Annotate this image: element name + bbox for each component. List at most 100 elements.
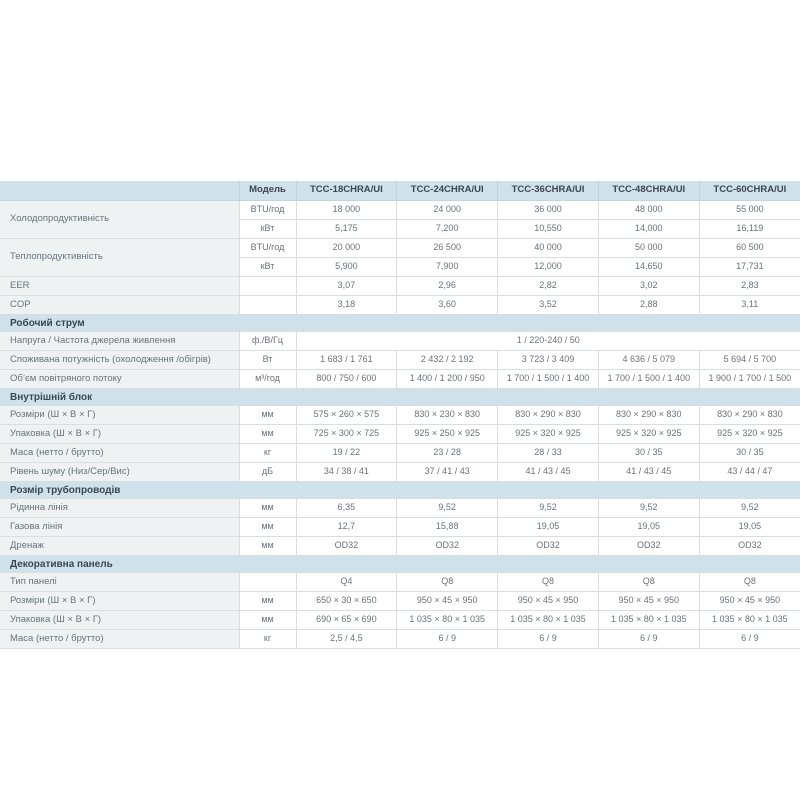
row-value: 30 / 35 — [698, 443, 800, 463]
spec-row: Теплопродуктивність BTU/год 20 000 26 500 40… — [0, 238, 800, 277]
row-value: 41 / 43 / 45 — [497, 462, 599, 482]
row-value: 41 / 43 / 45 — [597, 462, 700, 482]
row-label: COP — [0, 295, 240, 315]
column-header-model-4: TCC-60CHRA/UI — [698, 181, 800, 201]
row-unit: кг — [238, 629, 297, 649]
row-value: OD32 — [295, 536, 398, 556]
row-value: 575 × 260 × 575 — [295, 405, 398, 425]
row-value: 30 / 35 — [597, 443, 700, 463]
row-value: OD32 — [597, 536, 700, 556]
row-label: EER — [0, 276, 240, 296]
section-label: Декоративна панель — [0, 555, 800, 573]
row-value: 1 683 / 1 761 — [295, 350, 398, 370]
row-value: 6,35 — [295, 498, 398, 518]
row-value: 1 035 × 80 × 1 035 — [497, 610, 599, 630]
row-value: 1 035 × 80 × 1 035 — [698, 610, 800, 630]
row-unit: Вт — [238, 350, 297, 370]
section-row: Внутрішній блок — [0, 388, 800, 406]
row-value: 1 700 / 1 500 / 1 400 — [497, 369, 599, 389]
row-value: 830 × 230 × 830 — [396, 405, 499, 425]
row-label: Маса (нетто / брутто) — [0, 443, 240, 463]
section-row: Робочий струм — [0, 314, 800, 332]
spec-row: Дренаж мм OD32 OD32 OD32 OD32 OD32 — [0, 536, 800, 556]
row-value: 6 / 9 — [497, 629, 599, 649]
row-label: Дренаж — [0, 536, 240, 556]
row-value: Q8 — [497, 572, 599, 592]
row-unit: BTU/год — [238, 200, 297, 220]
spec-row: Споживана потужність (охолодження /обігр… — [0, 350, 800, 370]
row-value: 26 500 — [396, 238, 499, 258]
row-value: 800 / 750 / 600 — [295, 369, 398, 389]
row-value: 1 700 / 1 500 / 1 400 — [597, 369, 700, 389]
row-value: 5,900 — [295, 257, 398, 277]
row-value: 950 × 45 × 950 — [597, 591, 700, 611]
row-value: OD32 — [698, 536, 800, 556]
row-value-span: 1 / 220-240 / 50 — [295, 331, 800, 351]
row-value: Q8 — [597, 572, 700, 592]
row-value: 6 / 9 — [597, 629, 700, 649]
row-value: 9,52 — [698, 498, 800, 518]
spec-row: Холодопродуктивність BTU/год 18 000 24 000 3… — [0, 200, 800, 239]
row-value: 10,550 — [497, 219, 599, 239]
spec-row: Рівень шуму (Низ/Сер/Вис) дБ 34 / 38 / 41 3… — [0, 462, 800, 482]
spec-row: EER 3,07 2,96 2,82 3,02 2,83 — [0, 276, 800, 296]
row-value: 5 694 / 5 700 — [698, 350, 800, 370]
spec-row: Газова лінія мм 12,7 15,88 19,05 19,05 19,05 — [0, 517, 800, 537]
row-unit: кг — [238, 443, 297, 463]
row-label: Розміри (Ш × В × Г) — [0, 405, 240, 425]
row-label: Упаковка (Ш × В × Г) — [0, 424, 240, 444]
column-header-model-1: TCC-24CHRA/UI — [396, 181, 499, 201]
row-value: 830 × 290 × 830 — [597, 405, 700, 425]
row-value: 43 / 44 / 47 — [698, 462, 800, 482]
header-blank-cell — [0, 181, 240, 201]
row-value: 950 × 45 × 950 — [698, 591, 800, 611]
row-value: 950 × 45 × 950 — [396, 591, 499, 611]
row-value: 50 000 — [597, 238, 700, 258]
row-label: Упаковка (Ш × В × Г) — [0, 610, 240, 630]
row-value: 2,96 — [396, 276, 499, 296]
section-row: Розмір трубопроводів — [0, 481, 800, 499]
row-unit: мм — [238, 591, 297, 611]
row-value: Q8 — [396, 572, 499, 592]
section-label: Розмір трубопроводів — [0, 481, 800, 499]
spec-row: Розміри (Ш × В × Г) мм 575 × 260 × 575 830 … — [0, 405, 800, 425]
row-value: 24 000 — [396, 200, 499, 220]
row-unit: кВт — [239, 219, 297, 239]
spec-row: Тип панелі Q4 Q8 Q8 Q8 Q8 — [0, 572, 800, 592]
row-value: 16,119 — [698, 219, 800, 239]
row-unit — [238, 295, 297, 315]
row-value: 3,11 — [698, 295, 800, 315]
row-unit: м³/год — [238, 369, 297, 389]
spec-table-container: Модель TCC-18CHRA/UI TCC-24CHRA/UI TCC-36CH… — [0, 181, 800, 649]
row-label: Холодопродуктивність — [0, 200, 240, 239]
row-value: 9,52 — [396, 498, 499, 518]
spec-row: Об’єм повітряного потоку м³/год 800 / 750 … — [0, 369, 800, 389]
row-value: 3,60 — [396, 295, 499, 315]
row-value: 36 000 — [497, 200, 599, 220]
row-unit: мм — [238, 610, 297, 630]
row-value: Q8 — [698, 572, 800, 592]
table-body: Холодопродуктивність BTU/год 18 000 24 000 3… — [0, 200, 800, 649]
header-row: Модель TCC-18CHRA/UI TCC-24CHRA/UI TCC-36CH… — [0, 181, 800, 201]
row-value: 650 × 30 × 650 — [295, 591, 398, 611]
row-label: Розміри (Ш × В × Г) — [0, 591, 240, 611]
column-header-model-3: TCC-48CHRA/UI — [597, 181, 700, 201]
row-value: OD32 — [396, 536, 499, 556]
row-value: 14,650 — [597, 257, 700, 277]
row-value: 55 000 — [698, 200, 800, 220]
row-unit — [238, 276, 297, 296]
row-value: 40 000 — [497, 238, 599, 258]
spec-row: Рідинна лінія мм 6,35 9,52 9,52 9,52 9,52 — [0, 498, 800, 518]
row-label: Напруга / Частота джерела живлення — [0, 331, 240, 351]
row-value: 830 × 290 × 830 — [497, 405, 599, 425]
row-unit: мм — [238, 498, 297, 518]
row-label: Споживана потужність (охолодження /обігр… — [0, 350, 240, 370]
row-value: 725 × 300 × 725 — [295, 424, 398, 444]
row-value: 3,02 — [597, 276, 700, 296]
row-unit: мм — [238, 536, 297, 556]
row-unit: ф./В/Гц — [238, 331, 297, 351]
row-value: 19,05 — [698, 517, 800, 537]
spec-row: Розміри (Ш × В × Г) мм 650 × 30 × 650 950 ×… — [0, 591, 800, 611]
